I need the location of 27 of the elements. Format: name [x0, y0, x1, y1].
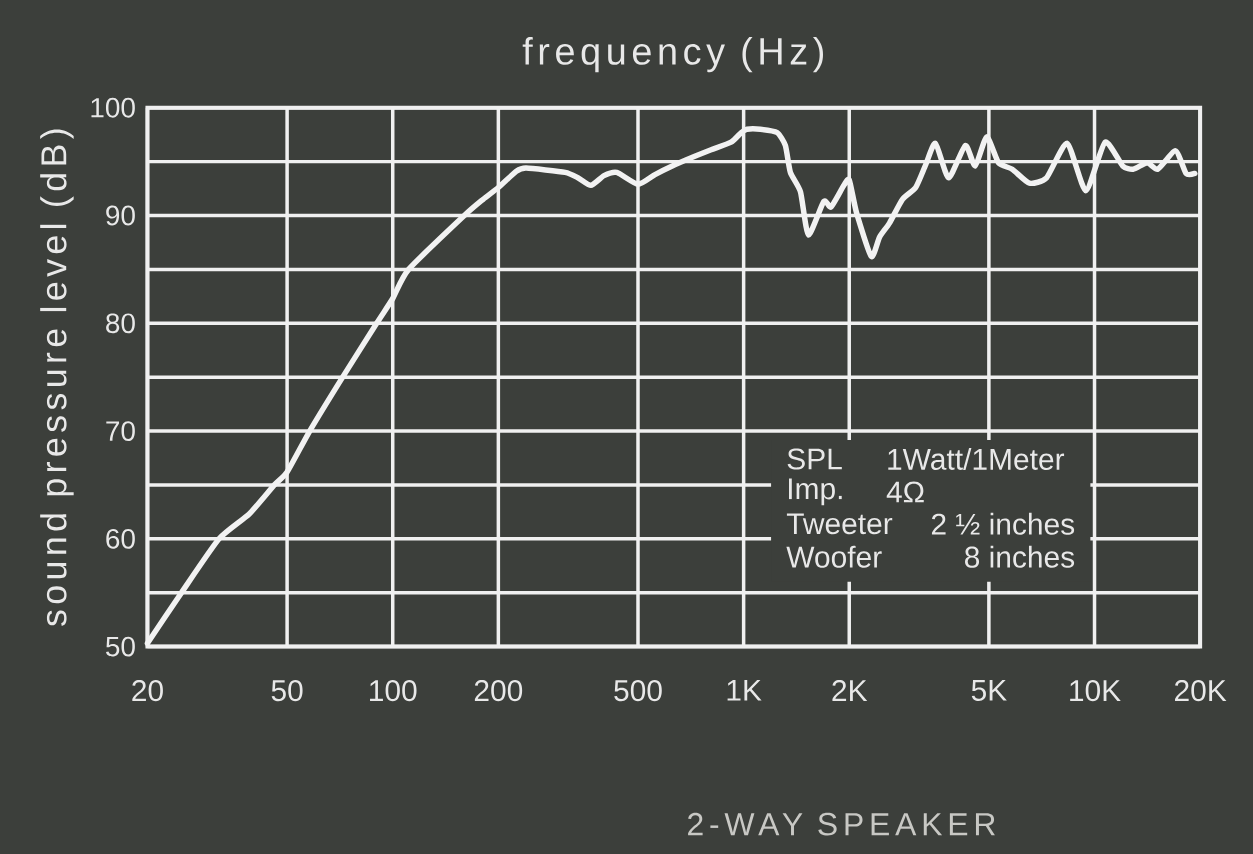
y-tick-label: 60 — [106, 528, 135, 549]
y-tick-label: 90 — [106, 205, 135, 226]
x-tick-label: 200 — [474, 679, 523, 702]
annotation: Woofer — [786, 545, 882, 568]
y-axis-title: sound pressure level (dB) — [40, 129, 74, 627]
y-tick-label: 80 — [106, 313, 135, 334]
annotation: 4Ω — [886, 481, 924, 503]
annotation: 1Watt/1Meter — [888, 447, 1065, 470]
annotation: Imp. — [789, 478, 842, 506]
x-tick-label: 50 — [271, 679, 303, 702]
annotation: Tweeter — [786, 513, 893, 535]
y-tick-label: 50 — [106, 636, 135, 657]
x-tick-label: 5K — [971, 679, 1007, 701]
x-tick-label: 10K — [1070, 679, 1121, 702]
annotation: SPL — [787, 448, 842, 470]
x-axis-title: frequency (Hz) — [522, 36, 823, 73]
x-tick-label: 2K — [832, 679, 868, 701]
text: 2-WAY SPEAKER — [688, 812, 995, 836]
annotation: 8 inches — [965, 545, 1075, 568]
y-tick-label: 100 — [91, 97, 135, 118]
x-tick-label: 20K — [1175, 679, 1227, 702]
x-tick-label: 500 — [614, 679, 662, 702]
x-tick-label: 100 — [370, 679, 417, 702]
y-tick-label: 70 — [106, 421, 135, 441]
annotation: 2 ½ inches — [931, 512, 1075, 535]
x-tick-label: 1K — [727, 679, 762, 701]
x-tick-label: 20 — [132, 679, 163, 702]
